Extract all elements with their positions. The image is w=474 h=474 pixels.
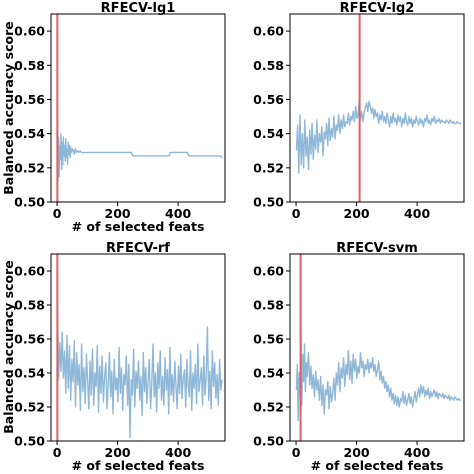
y-axis-label: Balanced accuracy score <box>1 21 16 195</box>
x-tick-label: 400 <box>165 206 191 221</box>
y-tick-label: 0.60 <box>14 24 45 39</box>
y-tick-label: 0.58 <box>14 298 45 313</box>
x-tick-label: 200 <box>344 206 370 221</box>
x-axis-label: # of selected feats <box>72 458 205 473</box>
subplot-4: 0.50 0.52 0.54 0.56 0.58 0.60 0 200 400 RFECV-svm… <box>253 241 465 473</box>
x-tick-label: 400 <box>404 206 430 221</box>
y-tick-label: 0.54 <box>253 126 284 141</box>
y-tick-label: 0.52 <box>14 160 45 175</box>
subplot-1: 0.50 0.52 0.54 0.56 0.58 0.60 0 200 400 RFECV-lg1… <box>1 1 226 234</box>
subplot-title: RFECV-svm <box>336 241 418 256</box>
subplot-title: RFECV-lg1 <box>101 1 176 16</box>
x-tick-label: 0 <box>292 206 301 221</box>
y-tick-label: 0.56 <box>14 332 45 347</box>
y-tick-label: 0.56 <box>253 332 284 347</box>
plot-frame <box>289 13 465 203</box>
y-axis-label: Balanced accuracy score <box>1 260 16 434</box>
series-line <box>56 303 223 439</box>
x-tick-label: 0 <box>292 445 301 460</box>
series-line <box>295 98 461 174</box>
x-tick-label: 0 <box>53 445 62 460</box>
x-tick-label: 200 <box>344 445 370 460</box>
subplot-title: RFECV-lg2 <box>340 1 415 16</box>
x-axis-label: # of selected feats <box>311 458 444 473</box>
x-tick-label: 0 <box>53 206 62 221</box>
y-tick-label: 0.58 <box>253 298 284 313</box>
subplot-title: RFECV-rf <box>106 241 170 256</box>
x-tick-label: 400 <box>404 445 430 460</box>
y-tick-label: 0.52 <box>14 400 45 415</box>
y-tick-label: 0.54 <box>14 126 45 141</box>
y-tick-label: 0.50 <box>14 434 45 449</box>
y-tick-label: 0.50 <box>253 195 284 210</box>
x-tick-label: 400 <box>165 445 191 460</box>
y-tick-label: 0.60 <box>14 264 45 279</box>
series-line <box>56 119 223 183</box>
plot-frame <box>289 253 465 442</box>
y-tick-label: 0.50 <box>253 434 284 449</box>
y-tick-label: 0.56 <box>253 92 284 107</box>
x-tick-label: 200 <box>105 445 131 460</box>
y-tick-label: 0.50 <box>14 195 45 210</box>
x-tick-label: 200 <box>105 206 131 221</box>
subplot-3: 0.50 0.52 0.54 0.56 0.58 0.60 0 200 400 RFECV-rf #… <box>1 241 226 473</box>
y-tick-label: 0.52 <box>253 400 284 415</box>
y-tick-label: 0.52 <box>253 160 284 175</box>
y-tick-label: 0.58 <box>253 58 284 73</box>
plot-frame <box>50 13 226 203</box>
y-tick-label: 0.60 <box>253 24 284 39</box>
y-tick-label: 0.54 <box>14 366 45 381</box>
y-tick-label: 0.56 <box>14 92 45 107</box>
subplot-2: 0.50 0.52 0.54 0.56 0.58 0.60 0 200 400 RFECV-lg2 <box>253 1 465 221</box>
x-axis-label: # of selected feats <box>72 219 205 234</box>
plot-frame <box>50 253 226 442</box>
series-line <box>295 328 461 422</box>
y-tick-label: 0.54 <box>253 366 284 381</box>
y-tick-label: 0.60 <box>253 264 284 279</box>
y-tick-label: 0.58 <box>14 58 45 73</box>
